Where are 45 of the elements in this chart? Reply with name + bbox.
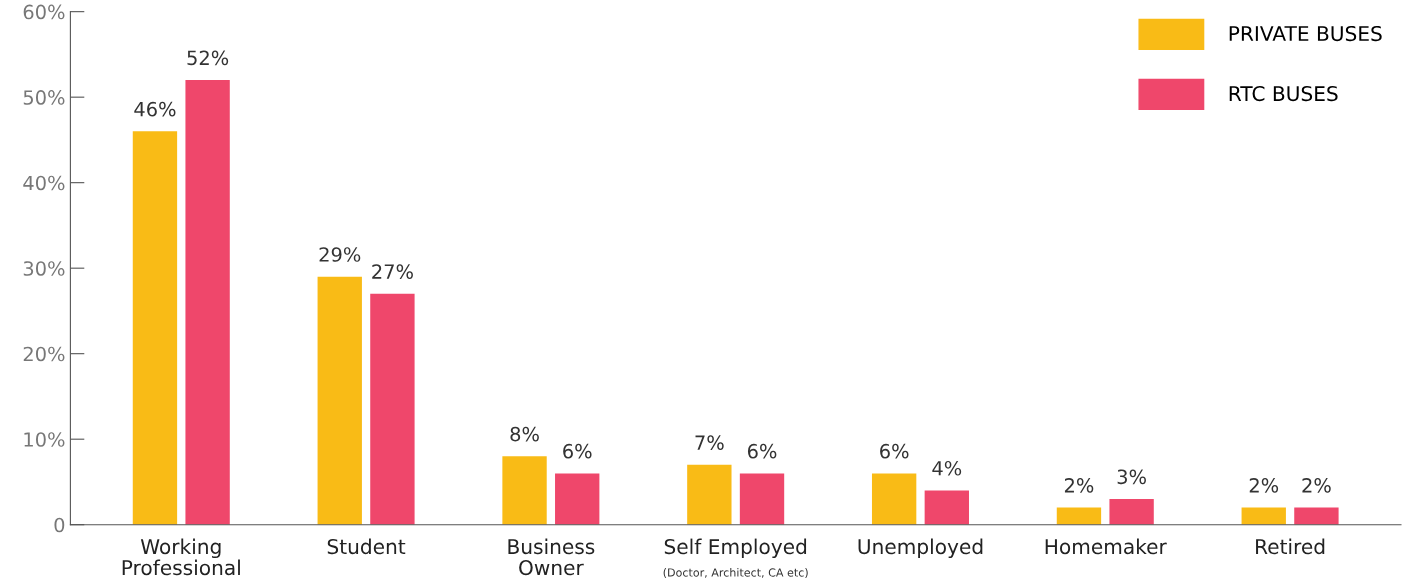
bar (502, 456, 547, 525)
bar (555, 473, 600, 525)
y-tick-label: 20% (23, 346, 65, 362)
legend-label: PRIVATE BUSES (1229, 25, 1382, 42)
y-tick-label: 30% (23, 261, 65, 276)
data-label: 7% (695, 435, 724, 450)
x-tick-label: Retired (1256, 538, 1325, 555)
text: (Doctor, Architect, CA etc) (663, 568, 808, 578)
data-label: 4% (932, 460, 962, 476)
x-tick-label: Business Owner (508, 538, 595, 576)
data-label: 8% (510, 426, 539, 442)
y-tick-label: 0 (54, 517, 65, 533)
data-label: 6% (880, 443, 909, 459)
data-label: 6% (747, 443, 777, 459)
data-label: 6% (563, 443, 592, 459)
y-tick-label: 10% (24, 432, 65, 447)
bar (1294, 507, 1339, 525)
data-label: 3% (1117, 469, 1146, 485)
bar (687, 464, 732, 525)
y-tick-label: 40% (23, 175, 65, 191)
data-label: 2% (1064, 478, 1094, 493)
x-tick-label: Unemployed (858, 538, 983, 559)
bar (739, 473, 785, 525)
bar (1109, 499, 1154, 525)
y-tick-label: 50% (23, 90, 65, 105)
x-tick-label: Homemaker (1045, 538, 1167, 555)
data-label: 46% (134, 101, 176, 117)
bar (924, 490, 969, 525)
data-label: 29% (319, 247, 361, 262)
bar (871, 473, 917, 525)
data-label: 27% (372, 264, 413, 279)
bar (132, 131, 178, 525)
bar (1056, 507, 1102, 525)
bar (1241, 507, 1286, 525)
x-tick-label: Working Professional (122, 538, 240, 576)
legend-label: RTC BUSES (1229, 85, 1338, 102)
x-tick-label: Self Employed (664, 538, 807, 559)
y-tick-label: 60% (23, 4, 65, 20)
x-tick-label: Student (327, 538, 406, 555)
data-label: 2% (1249, 478, 1279, 493)
bar (185, 80, 230, 525)
bar (317, 276, 362, 525)
data-label: 2% (1302, 478, 1331, 493)
bar (370, 293, 415, 525)
data-label: 52% (187, 50, 229, 66)
